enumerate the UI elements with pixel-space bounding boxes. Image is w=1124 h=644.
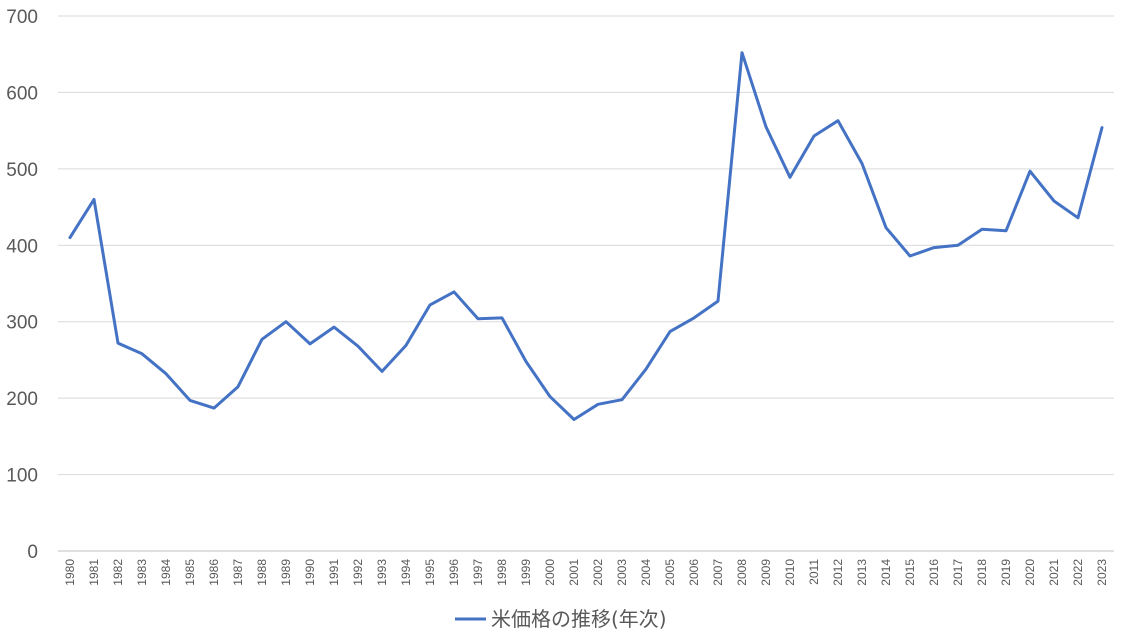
x-tick-label: 1987 <box>231 559 245 586</box>
x-axis-ticks: 1980 1981 1982 1983 1984 1985 1986 1987 1988 1989… <box>63 559 1109 586</box>
x-tick-label: 1993 <box>375 559 389 586</box>
x-tick-label: 1980 <box>63 559 77 586</box>
x-tick-label: 1998 <box>495 559 509 586</box>
y-tick-label: 600 <box>6 83 38 104</box>
x-tick-label: 1999 <box>519 559 533 586</box>
y-tick-label: 0 <box>27 542 38 563</box>
legend: 米価格の推移(年次) <box>455 607 667 631</box>
x-tick-label: 1981 <box>87 559 101 586</box>
x-tick-label: 1994 <box>399 559 413 586</box>
x-tick-label: 1983 <box>135 559 149 586</box>
y-axis-ticks: 0 100 200 300 400 500 600 700 <box>6 7 38 563</box>
x-tick-label: 1984 <box>159 559 173 586</box>
x-tick-label: 2006 <box>687 559 701 586</box>
legend-label: 米価格の推移(年次) <box>491 607 667 631</box>
x-tick-label: 1989 <box>279 559 293 586</box>
x-tick-label: 1982 <box>111 559 125 586</box>
x-tick-label: 1995 <box>423 559 437 586</box>
x-tick-label: 2002 <box>591 559 605 586</box>
x-tick-label: 1986 <box>207 559 221 586</box>
x-tick-label: 2017 <box>951 559 965 586</box>
x-tick-label: 2009 <box>759 559 773 586</box>
x-tick-label: 1990 <box>303 559 317 586</box>
gridlines <box>58 15 1114 552</box>
x-tick-label: 2014 <box>879 559 893 586</box>
y-tick-label: 100 <box>6 466 38 487</box>
x-tick-label: 2012 <box>831 559 845 586</box>
x-tick-label: 2019 <box>999 559 1013 586</box>
y-tick-label: 700 <box>6 7 38 28</box>
x-tick-label: 2003 <box>615 559 629 586</box>
x-tick-label: 1988 <box>255 559 269 586</box>
series-layer <box>68 51 1104 421</box>
x-tick-label: 2023 <box>1095 559 1109 586</box>
x-tick-label: 2016 <box>927 559 941 586</box>
series-line <box>68 51 1104 421</box>
x-tick-label: 2018 <box>975 559 989 586</box>
x-tick-label: 2005 <box>663 559 677 586</box>
x-tick-label: 1992 <box>351 559 365 586</box>
x-tick-label: 2000 <box>543 559 557 586</box>
x-tick-label: 2020 <box>1023 559 1037 586</box>
x-tick-label: 2008 <box>735 559 749 586</box>
x-tick-label: 2007 <box>711 559 725 586</box>
x-tick-label: 2015 <box>903 559 917 586</box>
x-tick-label: 2013 <box>855 559 869 586</box>
x-tick-label: 1997 <box>471 559 485 586</box>
y-tick-label: 500 <box>6 160 38 181</box>
y-tick-label: 400 <box>6 236 38 257</box>
x-tick-label: 2010 <box>783 559 797 586</box>
y-tick-label: 300 <box>6 313 38 334</box>
x-tick-label: 1985 <box>183 559 197 586</box>
x-tick-label: 1996 <box>447 559 461 586</box>
x-tick-label: 2021 <box>1047 559 1061 586</box>
x-tick-label: 2004 <box>639 559 653 586</box>
x-tick-label: 2022 <box>1071 559 1085 586</box>
x-tick-label: 2001 <box>567 559 581 586</box>
x-tick-label: 1991 <box>327 559 341 586</box>
y-tick-label: 200 <box>6 389 38 410</box>
x-tick-label: 2011 <box>807 559 821 585</box>
